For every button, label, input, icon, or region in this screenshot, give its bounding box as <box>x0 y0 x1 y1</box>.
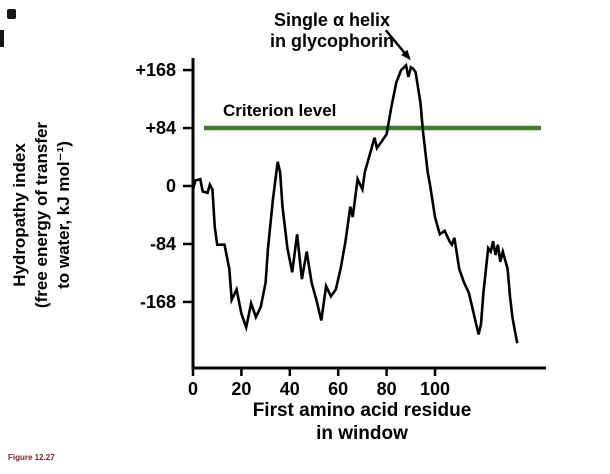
svg-text:0: 0 <box>188 379 198 399</box>
annotation-single-alpha-helix: Single α helix in glycophorin <box>222 10 442 52</box>
svg-text:40: 40 <box>280 379 300 399</box>
x-axis-title-line-1: First amino acid residue <box>252 400 472 421</box>
svg-text:+168: +168 <box>135 60 176 80</box>
svg-text:-84: -84 <box>150 234 176 254</box>
svg-text:80: 80 <box>377 379 397 399</box>
figure-caption: Figure 12.27 <box>8 453 55 462</box>
svg-text:-168: -168 <box>140 292 176 312</box>
x-axis-title-line-2: in window <box>316 423 408 444</box>
svg-text:100: 100 <box>420 379 450 399</box>
svg-text:+84: +84 <box>145 118 176 138</box>
page-crop-artifact <box>7 9 16 19</box>
svg-text:20: 20 <box>231 379 251 399</box>
y-axis-title-line-3: to water, kJ mol⁻¹) <box>54 141 73 289</box>
y-axis-title: Hydropathy index (free energy of transfe… <box>9 60 75 370</box>
annotation-line-1: Single α helix <box>273 10 391 30</box>
y-axis-title-line-2: (free energy of transfer <box>32 121 51 309</box>
criterion-level-label: Criterion level <box>223 101 337 120</box>
svg-text:0: 0 <box>166 176 176 196</box>
page-edge-artifact <box>0 30 4 47</box>
annotation-line-2: in glycophorin <box>270 31 394 51</box>
y-axis-title-line-1: Hydropathy index <box>10 143 29 287</box>
x-axis-title: First amino acid residue in window <box>212 399 512 445</box>
svg-text:60: 60 <box>328 379 348 399</box>
